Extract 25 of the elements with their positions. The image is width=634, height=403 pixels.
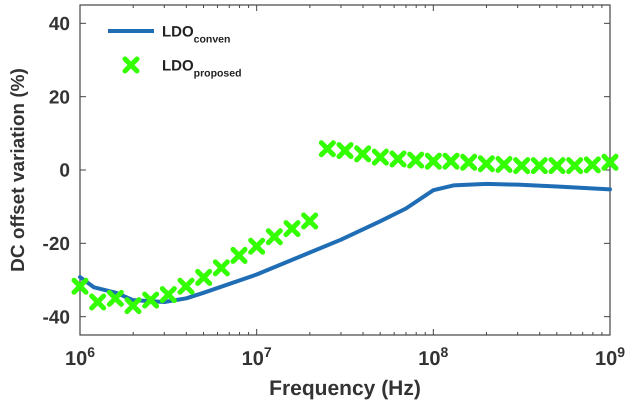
point [142, 292, 160, 309]
y-tick-label: -40 [42, 307, 70, 328]
point [178, 278, 194, 295]
point [230, 246, 248, 264]
point [248, 238, 266, 255]
point [301, 212, 318, 230]
point [284, 220, 301, 238]
y-tick-label: 40 [48, 14, 70, 35]
y-tick-label: 0 [59, 160, 70, 182]
point [212, 259, 230, 276]
point [266, 228, 283, 246]
legend-label: LDO$_{conven}$ [162, 23, 230, 46]
y-axis-title: DC offset variation (%) [8, 68, 29, 272]
x-tick-label: 10$^{8}$ [418, 344, 449, 370]
point [72, 278, 88, 295]
point [195, 268, 212, 286]
legend-label: LDO$_{proposed}$ [162, 57, 242, 80]
x-tick-label: 10$^{7}$ [242, 344, 272, 370]
y-tick-label: 20 [48, 87, 70, 108]
x-axis-title: Frequency (Hz) [269, 377, 421, 400]
x-tick-label: 10$^{9}$ [594, 344, 626, 370]
point [124, 297, 142, 314]
x-tick-label: 10$^{6}$ [64, 344, 96, 370]
y-tick-label: -20 [42, 234, 70, 255]
point [160, 286, 177, 304]
